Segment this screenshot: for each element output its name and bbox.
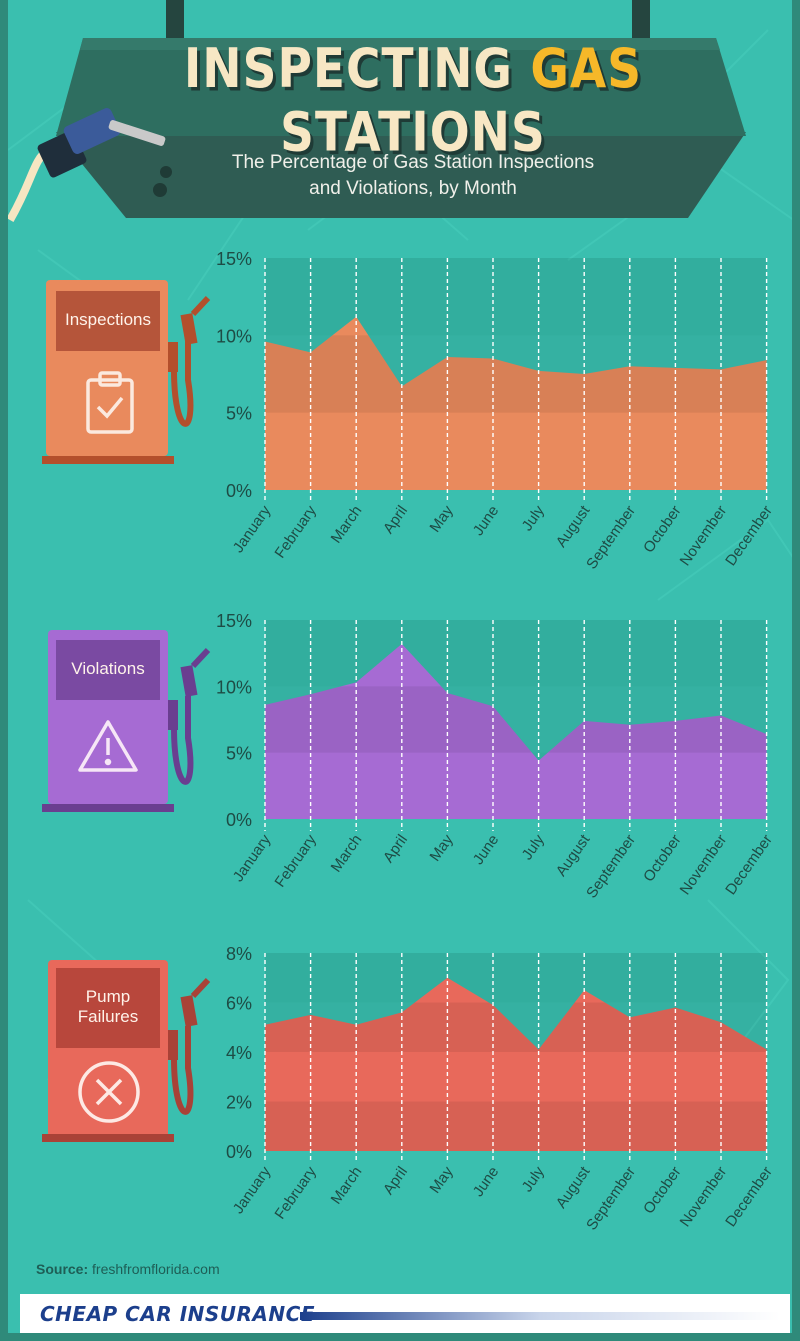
grid-band-overlay [265, 335, 767, 413]
x-tick-label: June [470, 503, 503, 539]
y-tick-label: 4% [226, 1043, 252, 1063]
x-tick-label: April [380, 503, 411, 537]
source-link[interactable]: freshfromflorida.com [92, 1261, 220, 1277]
x-tick-label: February [272, 502, 321, 561]
x-tick-label: August [553, 1163, 594, 1212]
x-tick-label: December [722, 503, 776, 569]
y-tick-label: 5% [226, 404, 252, 424]
area-series-pump-failures [265, 977, 767, 1151]
grid-band [265, 620, 767, 687]
grid-band-overlay [265, 1002, 767, 1052]
x-tick-label: March [328, 503, 366, 547]
x-tick-label: July [519, 831, 549, 863]
x-tick-label: October [640, 1164, 685, 1217]
x-tick-label: January [230, 502, 275, 556]
header-banner [8, 38, 746, 222]
grid-band [265, 258, 767, 336]
y-tick-label: 10% [216, 326, 252, 346]
source-label: Source: [36, 1261, 89, 1277]
subtitle-line-2: and Violations, by Month [309, 178, 517, 199]
x-tick-label: December [722, 832, 776, 898]
y-tick-label: 0% [226, 1142, 252, 1162]
x-tick-label: December [722, 1164, 776, 1230]
x-tick-label: March [328, 832, 366, 876]
pump-label-violations: Violations [71, 659, 145, 678]
y-tick-label: 5% [226, 744, 252, 764]
x-tick-label: July [519, 1163, 549, 1195]
page-subtitle: The Percentage of Gas Station Inspection… [188, 150, 638, 202]
y-tick-label: 15% [216, 249, 252, 269]
y-tick-label: 0% [226, 810, 252, 830]
x-tick-label: October [640, 503, 685, 556]
fuel-nozzle-icon [8, 108, 172, 222]
x-tick-label: June [470, 1164, 503, 1200]
banner-post-left [166, 0, 184, 40]
area-series-violations [265, 643, 767, 819]
x-tick-label: February [272, 1163, 321, 1222]
inspections-pump [42, 280, 211, 464]
pump-label-pump-failures: Pump Failures [77, 987, 139, 1026]
x-tick-label: April [380, 1164, 411, 1198]
y-tick-label: 15% [216, 611, 252, 631]
y-tick-label: 10% [216, 677, 252, 697]
grid-band [265, 953, 767, 1003]
x-tick-label: July [519, 502, 549, 534]
y-tick-label: 0% [226, 481, 252, 501]
x-tick-label: October [640, 832, 685, 885]
x-tick-label: February [272, 831, 321, 890]
y-tick-label: 6% [226, 994, 252, 1014]
y-tick-label: 2% [226, 1093, 252, 1113]
brand-stripe [300, 1312, 780, 1320]
clipboard-check-icon [86, 371, 134, 434]
x-tick-label: January [230, 1163, 275, 1217]
subtitle-line-1: The Percentage of Gas Station Inspection… [231, 152, 595, 173]
grid-band-overlay [265, 1101, 767, 1151]
title-plate [56, 38, 746, 136]
x-tick-label: April [380, 832, 411, 866]
area-series-inspections [265, 316, 767, 490]
x-tick-label: May [426, 831, 456, 864]
violations-pump [42, 630, 211, 812]
source-line: Source: freshfromflorida.com [36, 1261, 220, 1277]
x-tick-label: August [553, 831, 594, 880]
brand-logo[interactable]: CHEAP CAR INSURANCE [40, 1302, 315, 1326]
page-title: INSPECTING GAS STATIONS [183, 37, 643, 165]
subtitle-plate [56, 132, 746, 218]
grid-band-overlay [265, 686, 767, 753]
x-tick-label: May [426, 502, 456, 535]
pump-failures-pump [42, 960, 211, 1142]
x-tick-label: June [470, 832, 503, 868]
x-tick-label: March [328, 1164, 366, 1208]
pump-label-inspections: Inspections [65, 310, 151, 329]
footer-bar: CHEAP CAR INSURANCE [20, 1294, 790, 1333]
circle-x-icon [78, 1061, 140, 1123]
x-tick-label: January [230, 831, 275, 885]
x-tick-label: August [553, 502, 594, 551]
y-tick-label: 8% [226, 944, 252, 964]
banner-post-right [632, 0, 650, 40]
warning-triangle-icon [78, 720, 138, 772]
x-tick-label: May [426, 1163, 456, 1196]
title-highlight: GAS [530, 37, 643, 101]
